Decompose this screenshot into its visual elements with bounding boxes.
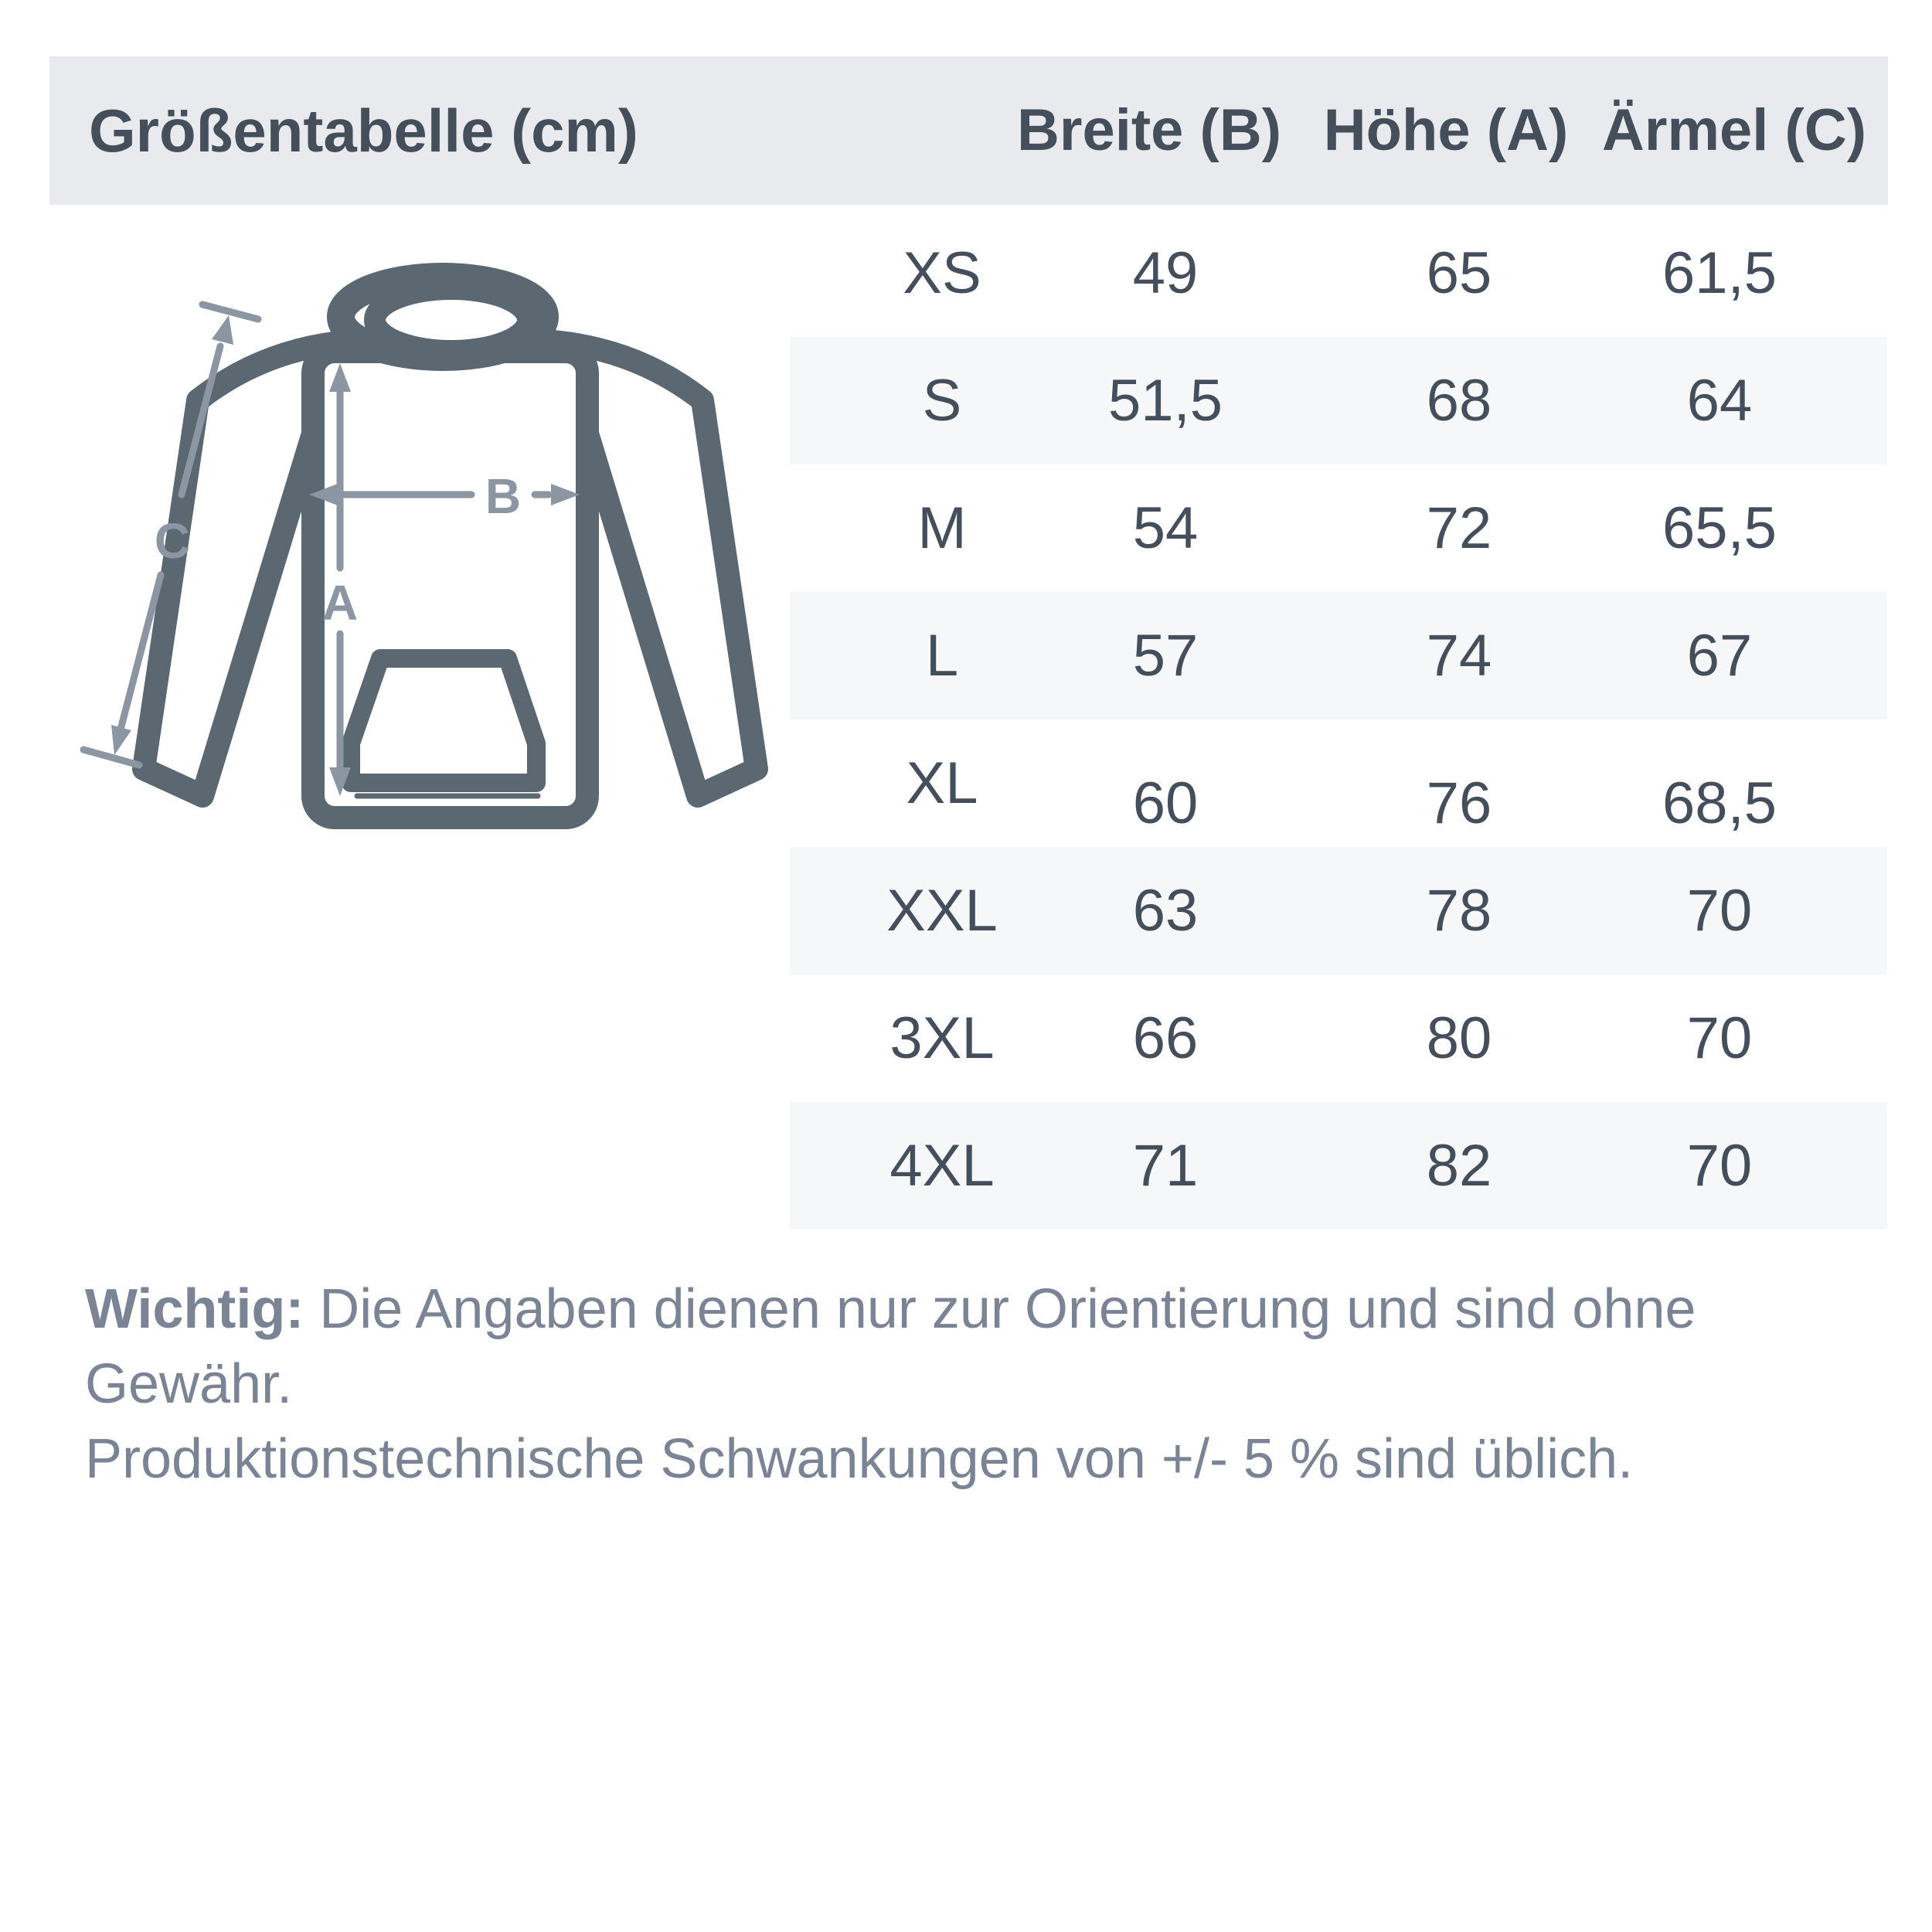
aermel-value: 64 <box>1686 368 1753 434</box>
arrow-c-cap-bottom <box>80 746 143 769</box>
size-label: 4XL <box>889 1133 995 1199</box>
arrow-c-cap-top <box>199 301 262 323</box>
size-label: M <box>917 495 967 561</box>
size-row-xl: XL 60 76 68,5 <box>790 719 1887 847</box>
size-label: XXL <box>886 878 998 944</box>
measure-label-c: C <box>155 513 190 569</box>
disclaimer-bold-prefix: Wichtig: <box>85 1278 304 1340</box>
breite-value: 66 <box>1132 1005 1199 1071</box>
aermel-value: 70 <box>1686 878 1753 944</box>
arrow-c-line <box>117 342 224 730</box>
breite-value: 60 <box>1132 770 1199 836</box>
aermel-value: 61,5 <box>1662 240 1777 306</box>
arrow-a-head-down-icon <box>329 767 351 796</box>
size-label: L <box>925 623 959 689</box>
hood-inner-ring-icon <box>364 278 539 362</box>
hoehe-value: 68 <box>1426 368 1492 434</box>
size-label: 3XL <box>889 1005 995 1071</box>
hoehe-value: 74 <box>1426 623 1492 689</box>
size-label: XS <box>903 240 981 306</box>
arrow-c-head-up-icon <box>212 315 233 345</box>
aermel-value: 67 <box>1686 623 1753 689</box>
aermel-value: 68,5 <box>1662 770 1777 836</box>
breite-value: 51,5 <box>1108 368 1223 434</box>
size-row-4xl: 4XL 71 82 70 <box>790 1102 1887 1230</box>
arrow-b-head-right-icon <box>551 484 580 505</box>
disclaimer-line2: Produktionstechnische Schwankungen von +… <box>85 1428 1634 1490</box>
aermel-value: 65,5 <box>1662 495 1777 561</box>
breite-value: 57 <box>1132 623 1199 689</box>
hoehe-value: 76 <box>1426 770 1492 836</box>
size-row-l: L 57 74 67 <box>790 592 1887 719</box>
size-label: S <box>922 368 962 434</box>
breite-value: 71 <box>1132 1133 1199 1199</box>
hoehe-value: 80 <box>1426 1005 1492 1071</box>
size-table: XS 49 65 61,5 S 51,5 68 64 M 54 72 65,5 … <box>790 209 1887 1230</box>
size-row-xs: XS 49 65 61,5 <box>790 209 1887 337</box>
column-header-breite: Breite (B) <box>1016 97 1282 163</box>
arrow-a-head-up-icon <box>329 363 351 392</box>
hoehe-value: 65 <box>1426 240 1492 306</box>
arrow-c-head-down-icon <box>111 725 131 755</box>
breite-value: 54 <box>1132 495 1199 561</box>
column-header-aermel: Ärmel (C) <box>1601 97 1867 163</box>
breite-value: 49 <box>1132 240 1199 306</box>
aermel-value: 70 <box>1686 1005 1753 1071</box>
hoehe-value: 78 <box>1426 878 1492 944</box>
hoehe-value: 72 <box>1426 495 1492 561</box>
breite-value: 63 <box>1132 878 1199 944</box>
table-header-bar: Größentabelle (cm) Breite (B) Höhe (A) Ä… <box>49 56 1888 205</box>
aermel-value: 70 <box>1686 1133 1753 1199</box>
disclaimer-note: Wichtig: Die Angaben dienen nur zur Orie… <box>85 1272 1893 1497</box>
page-title: Größentabelle (cm) <box>89 97 638 165</box>
hoodie-measurement-diagram: A B C <box>80 263 768 829</box>
hoehe-value: 82 <box>1426 1133 1492 1199</box>
measurement-arrows <box>80 301 580 796</box>
disclaimer-line1: Die Angaben dienen nur zur Orientierung … <box>85 1278 1696 1415</box>
arrow-b-head-left-icon <box>309 484 338 505</box>
size-row-xxl: XXL 63 78 70 <box>790 847 1887 975</box>
measure-label-a: A <box>322 575 358 631</box>
hoodie-pocket <box>342 649 546 792</box>
column-header-hoehe: Höhe (A) <box>1323 97 1569 163</box>
size-label: XL <box>906 750 978 816</box>
size-row-m: M 54 72 65,5 <box>790 464 1887 592</box>
measure-label-b: B <box>485 468 521 524</box>
size-row-3xl: 3XL 66 80 70 <box>790 975 1887 1102</box>
size-row-s: S 51,5 68 64 <box>790 337 1887 464</box>
